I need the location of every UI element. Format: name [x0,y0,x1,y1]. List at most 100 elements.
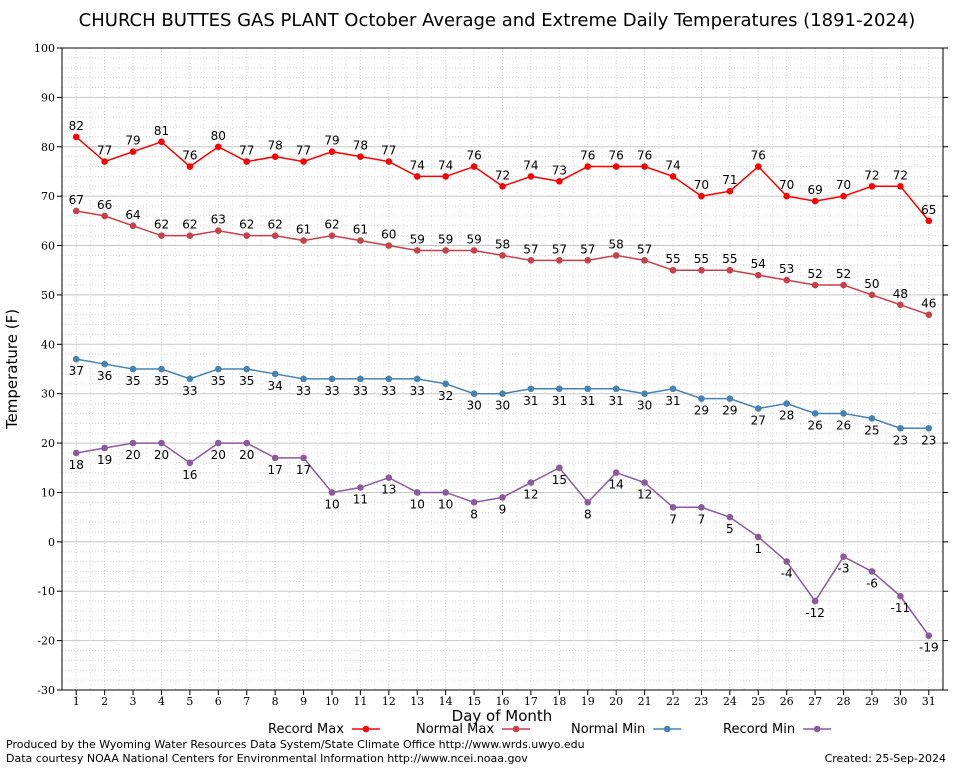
series-lines [72,133,933,639]
normal-min-legend-swatch-marker [663,725,671,733]
normal-min-data-label: 35 [154,374,169,388]
y-axis-label: Temperature (F) [3,309,21,430]
normal-max-data-label: 62 [182,218,197,232]
y-tick-label: 40 [41,338,55,351]
y-tick-label: 10 [41,486,55,499]
normal-min-point [669,385,677,393]
record-max-point [215,143,222,151]
record-max-point [385,158,393,165]
normal-max-data-label: 48 [893,287,908,301]
x-tick-label: 7 [243,695,250,708]
normal-min-data-label: 31 [665,394,680,408]
record-max-data-label: 77 [296,144,311,158]
record-min-data-label: 17 [268,463,283,477]
normal-max-point [271,232,279,239]
normal-max-point [413,247,421,254]
y-tick-label: 0 [48,536,55,549]
record-max-point [840,192,847,200]
normal-max-point [499,252,506,259]
normal-max-data-label: 62 [154,218,169,232]
normal-min-data-label: 31 [552,394,567,408]
normal-min-point [925,424,933,432]
normal-min-point [840,410,847,417]
record-min-data-label: 15 [552,473,567,487]
record-min-point [357,484,364,491]
normal-min-point [300,375,307,383]
normal-min-point [158,365,165,373]
record-min-point [556,464,563,472]
footer-credit-line-2: Data courtesy NOAA National Centers for … [6,752,528,765]
record-min-data-label: 12 [523,488,538,502]
normal-min-point [101,360,108,368]
record-max-point [499,182,506,190]
footer-created-date: Created: 25-Sep-2024 [825,752,946,765]
record-min-data-label: 8 [584,507,592,521]
normal-max-data-label: 62 [324,218,339,232]
record-min-point [641,479,648,486]
x-tick-label: 11 [353,695,367,708]
normal-max-data-label: 52 [836,267,851,281]
normal-max-data-label: 61 [353,223,368,237]
x-tick-label: 1 [73,695,80,708]
x-tick-label: 8 [272,695,279,708]
x-tick-label: 15 [467,695,481,708]
normal-min-point [215,365,222,373]
y-tick-label: 90 [41,91,55,104]
normal-min-point [243,365,251,373]
record-min-point [754,533,762,541]
record-min-data-label: -19 [919,641,939,655]
normal-min-data-label: 31 [580,394,595,408]
x-axis-label: Day of Month [452,707,553,725]
normal-max-point [527,257,535,264]
record-max-legend-swatch-marker [362,725,370,733]
normal-max-data-label: 57 [637,242,652,256]
normal-min-data-label: 23 [921,433,936,447]
normal-min-data-label: 33 [381,384,396,398]
normal-min-data-label: 30 [495,399,510,413]
normal-min-point [754,405,762,412]
normal-min-point [72,355,80,363]
record-min-data-label: 18 [69,458,84,472]
normal-min-data-label: 26 [807,418,822,432]
record-max-data-label: 82 [69,119,84,133]
normal-max-data-label: 63 [211,213,226,227]
record-min-data-label: 8 [470,507,478,521]
normal-min-point [385,375,393,383]
record-max-data-label: 76 [182,149,197,163]
normal-max-legend-swatch-marker [512,725,520,733]
normal-min-data-label: 33 [410,384,425,398]
x-tick-label: 5 [186,695,193,708]
record-max-point [868,182,876,190]
record-max-point [300,158,307,165]
record-max-point [470,163,478,170]
normal-min-point [897,424,904,432]
record-max-point [556,178,563,185]
record-max-data-label: 65 [921,203,936,217]
normal-min-data-label: 29 [722,404,737,418]
record-max-point [158,138,165,146]
x-tick-label: 23 [694,695,708,708]
x-tick-label: 12 [382,695,396,708]
normal-max-data-label: 58 [609,237,624,251]
normal-min-data-label: 25 [864,423,879,437]
record-min-point [726,513,734,521]
normal-min-data-label: 30 [637,399,652,413]
normal-max-point [840,281,847,289]
normal-max-point [897,301,904,309]
normal-max-point [811,281,819,289]
normal-max-data-label: 62 [239,218,254,232]
normal-min-point [641,390,648,397]
x-tick-label: 30 [893,695,907,708]
record-max-data-label: 74 [665,158,680,172]
y-tick-label: 100 [34,42,55,55]
record-min-data-label: 7 [669,512,677,526]
x-tick-label: 26 [780,695,794,708]
record-min-point [897,592,904,600]
normal-max-point [186,232,194,239]
y-tick-label: 20 [41,437,55,450]
x-tick-label: 24 [723,695,737,708]
normal-max-point [442,247,449,254]
x-tick-label: 28 [837,695,851,708]
